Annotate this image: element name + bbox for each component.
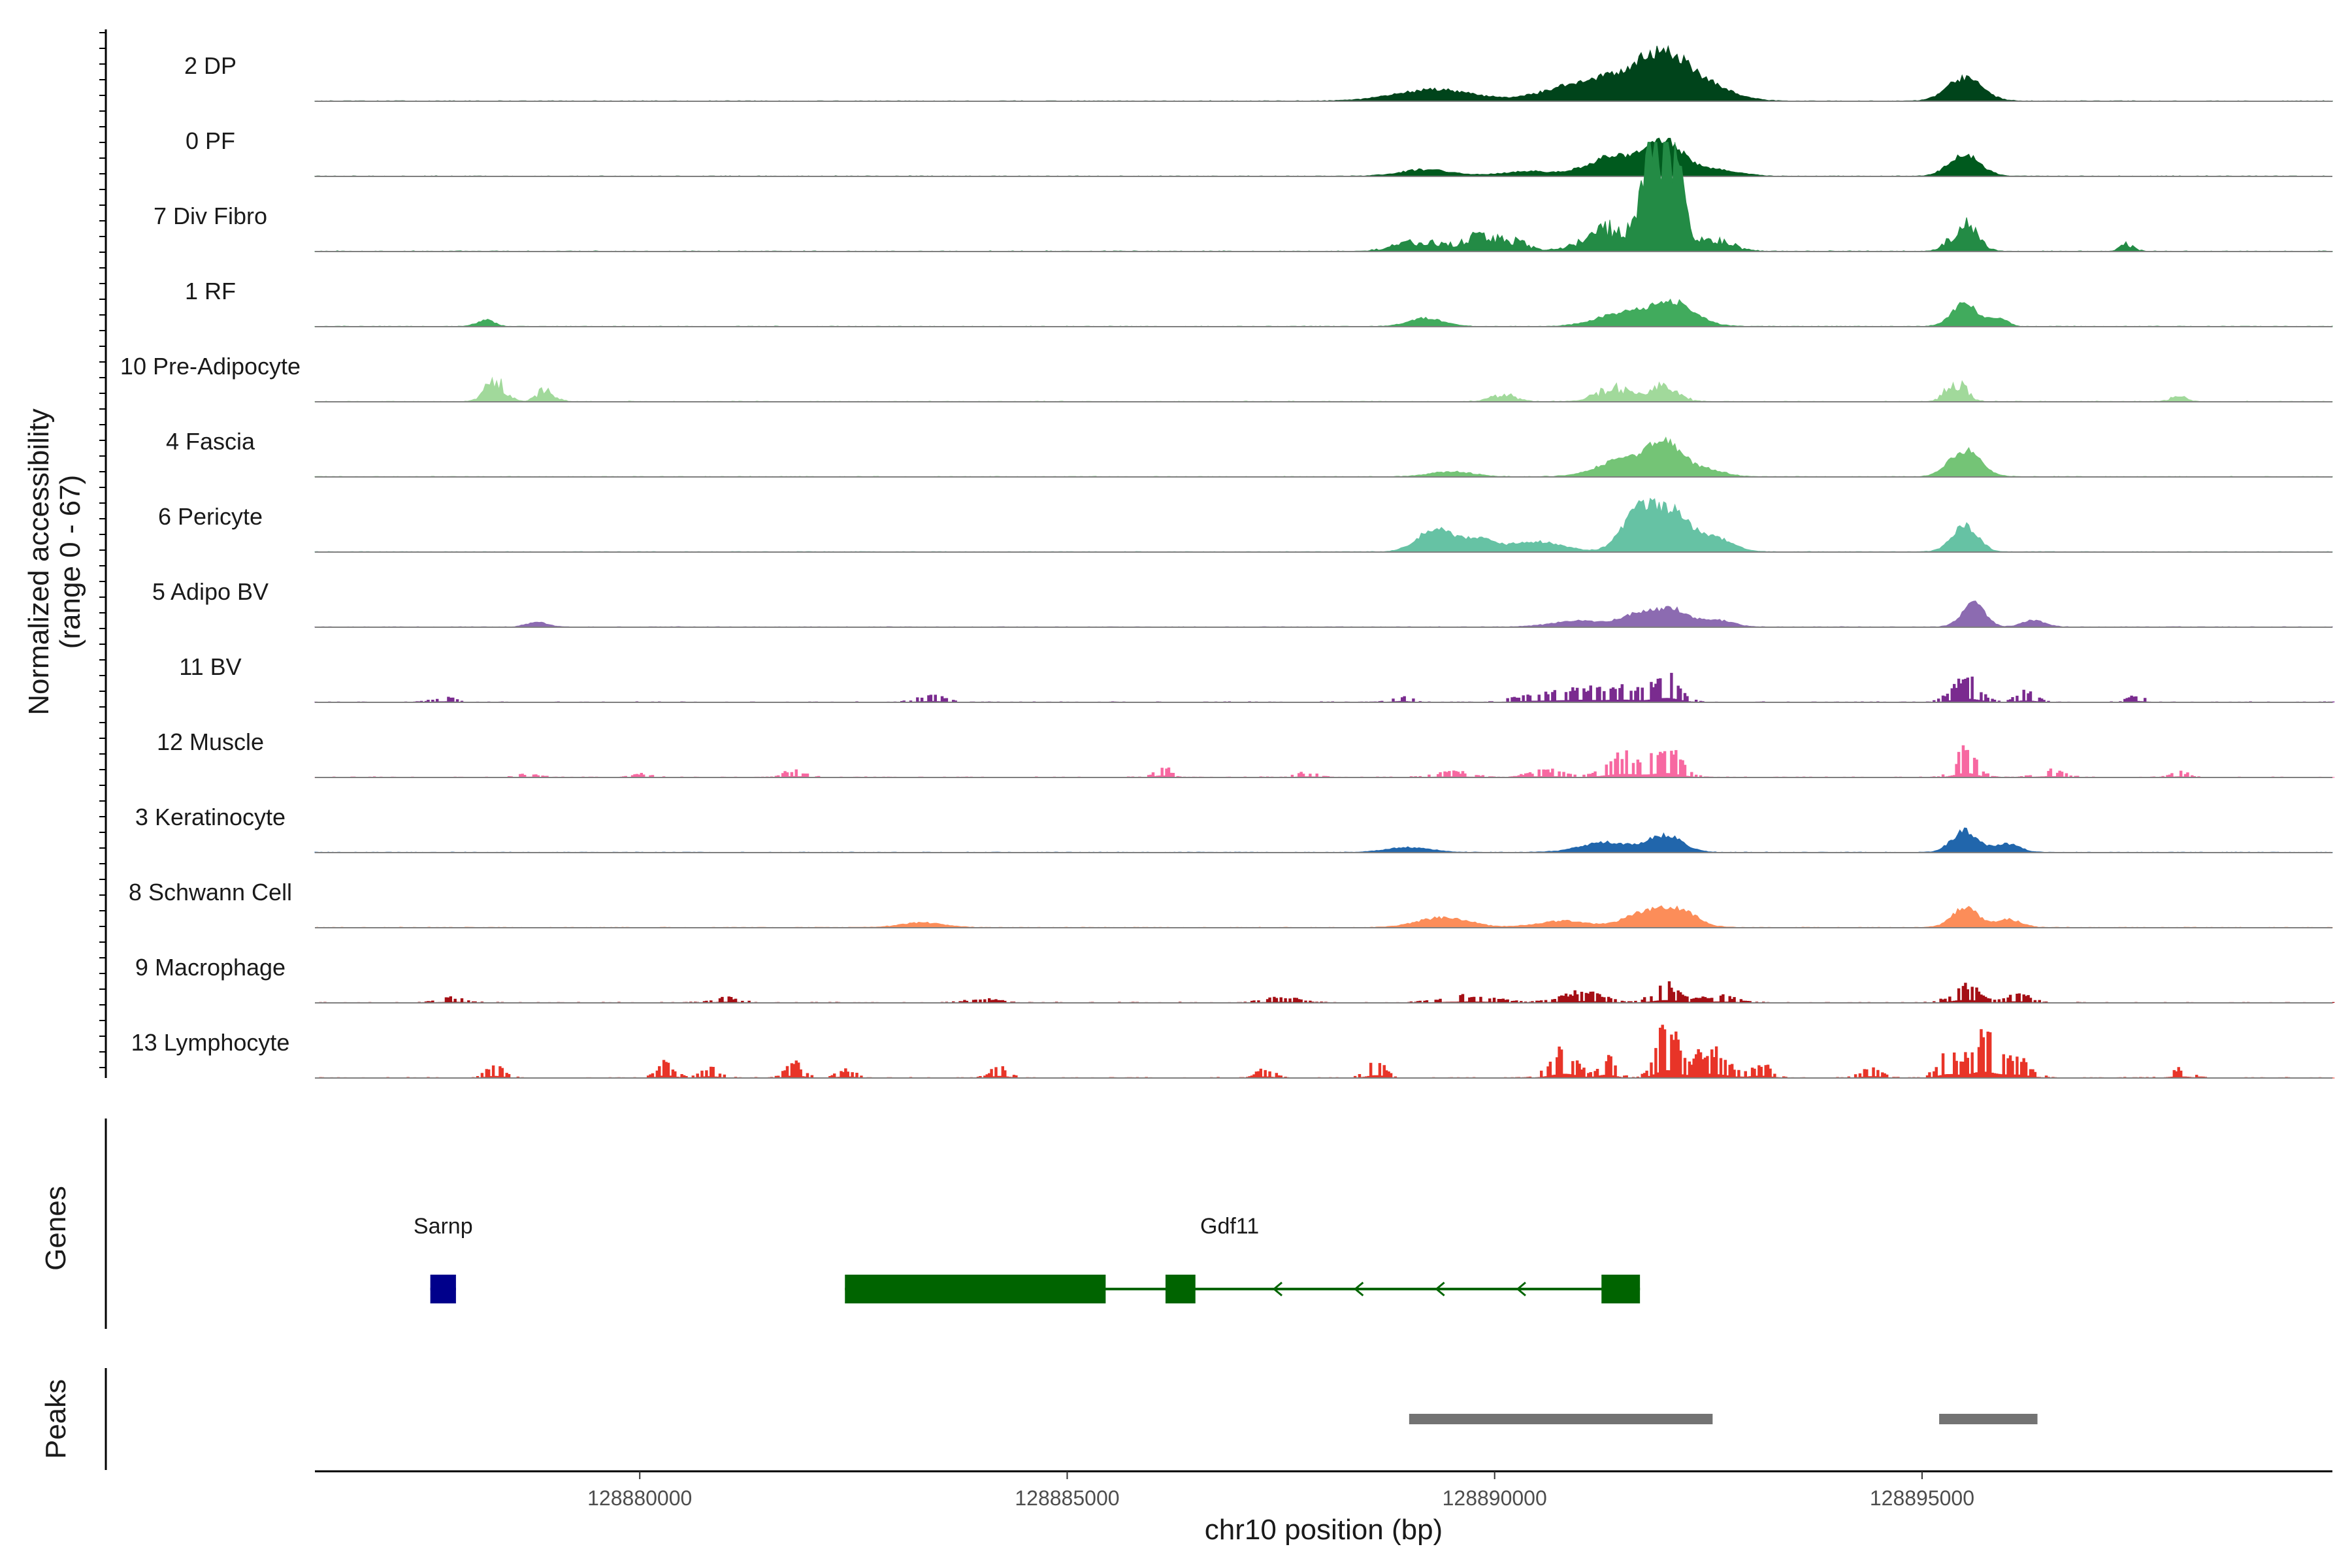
x-tick-label: 128880000 — [587, 1486, 692, 1510]
coverage-area — [314, 600, 2333, 628]
track-label: 3 Keratinocyte — [135, 804, 286, 830]
x-tick-label: 128885000 — [1015, 1486, 1119, 1510]
track-label: 0 PF — [186, 127, 235, 154]
track-1-rf: 1 RF — [185, 278, 2333, 327]
track-13-lymphocyte: 13 Lymphocyte — [131, 1024, 2335, 1079]
gene-label: Gdf11 — [1200, 1214, 1259, 1239]
gene-sarnp: Sarnp — [414, 1214, 473, 1303]
coverage-area — [314, 672, 2335, 703]
coverage-area — [314, 745, 2335, 778]
track-11-bv: 11 BV — [179, 653, 2335, 703]
coverage-axis — [99, 29, 107, 1078]
track-label: 11 BV — [179, 653, 241, 680]
track-label: 1 RF — [185, 278, 236, 304]
gene-exon — [430, 1275, 456, 1303]
coverage-area — [314, 497, 2333, 553]
coverage-area — [314, 436, 2333, 478]
track-label: 5 Adipo BV — [152, 578, 269, 605]
x-tick-label: 128890000 — [1443, 1486, 1547, 1510]
track-label: 4 Fascia — [166, 428, 255, 455]
gene-exon — [1165, 1275, 1196, 1303]
track-label: 6 Pericyte — [158, 503, 263, 530]
track-label: 2 DP — [184, 52, 237, 79]
coverage-tracks: 2 DP 0 PF 7 Div Fibro 1 RF 10 Pre-Adipocyte 4… — [120, 44, 2335, 1079]
track-9-macrophage: 9 Macrophage — [135, 954, 2335, 1004]
genes-panel-title: Genes — [40, 1186, 72, 1271]
coverage-area — [314, 299, 2333, 327]
peak-region — [1409, 1414, 1713, 1424]
peaks-panel-title: Peaks — [40, 1379, 72, 1459]
track-2-dp: 2 DP — [184, 44, 2333, 102]
track-3-keratinocyte: 3 Keratinocyte — [135, 804, 2333, 853]
strand-arrow — [1516, 1281, 1526, 1297]
gene-exon — [845, 1275, 1106, 1303]
track-label: 10 Pre-Adipocyte — [120, 353, 301, 380]
coverage-area — [314, 137, 2333, 177]
coverage-area — [314, 905, 2333, 928]
coverage-area — [314, 376, 2333, 402]
track-5-adipo-bv: 5 Adipo BV — [152, 578, 2333, 628]
y-axis-title-line1: Normalized accessibility — [23, 408, 55, 715]
peak-regions — [1409, 1414, 2038, 1424]
track-0-pf: 0 PF — [186, 127, 2333, 177]
strand-arrow — [1272, 1281, 1282, 1297]
x-axis-title: chr10 position (bp) — [1205, 1514, 1443, 1546]
coverage-area — [315, 1024, 2335, 1079]
track-7-div-fibro: 7 Div Fibro — [154, 142, 2333, 252]
track-12-muscle: 12 Muscle — [157, 728, 2335, 778]
track-4-fascia: 4 Fascia — [166, 428, 2333, 478]
gene-exon — [1601, 1275, 1641, 1303]
gene-annotations: Sarnp Gdf11 — [414, 1214, 1641, 1303]
x-axis: 128880000 128885000 128890000 128895000 — [315, 1470, 2332, 1510]
strand-arrow — [1353, 1281, 1364, 1297]
x-tick-label: 128895000 — [1870, 1486, 1974, 1510]
track-label: 13 Lymphocyte — [131, 1029, 290, 1056]
coverage-area — [314, 44, 2333, 102]
coverage-area — [314, 142, 2333, 252]
coverage-area — [314, 827, 2333, 853]
gene-gdf11: Gdf11 — [845, 1214, 1641, 1303]
coverage-area — [315, 981, 2335, 1004]
track-8-schwann-cell: 8 Schwann Cell — [129, 879, 2333, 928]
track-6-pericyte: 6 Pericyte — [158, 497, 2333, 553]
track-label: 8 Schwann Cell — [129, 879, 292, 906]
y-axis-title-line2: (range 0 - 67) — [54, 475, 86, 649]
track-label: 12 Muscle — [157, 728, 264, 755]
peak-region — [1939, 1414, 2038, 1424]
gene-label: Sarnp — [414, 1214, 473, 1239]
strand-arrow — [1435, 1281, 1445, 1297]
track-10-pre-adipocyte: 10 Pre-Adipocyte — [120, 353, 2333, 402]
track-label: 9 Macrophage — [135, 954, 286, 981]
track-label: 7 Div Fibro — [154, 203, 267, 229]
